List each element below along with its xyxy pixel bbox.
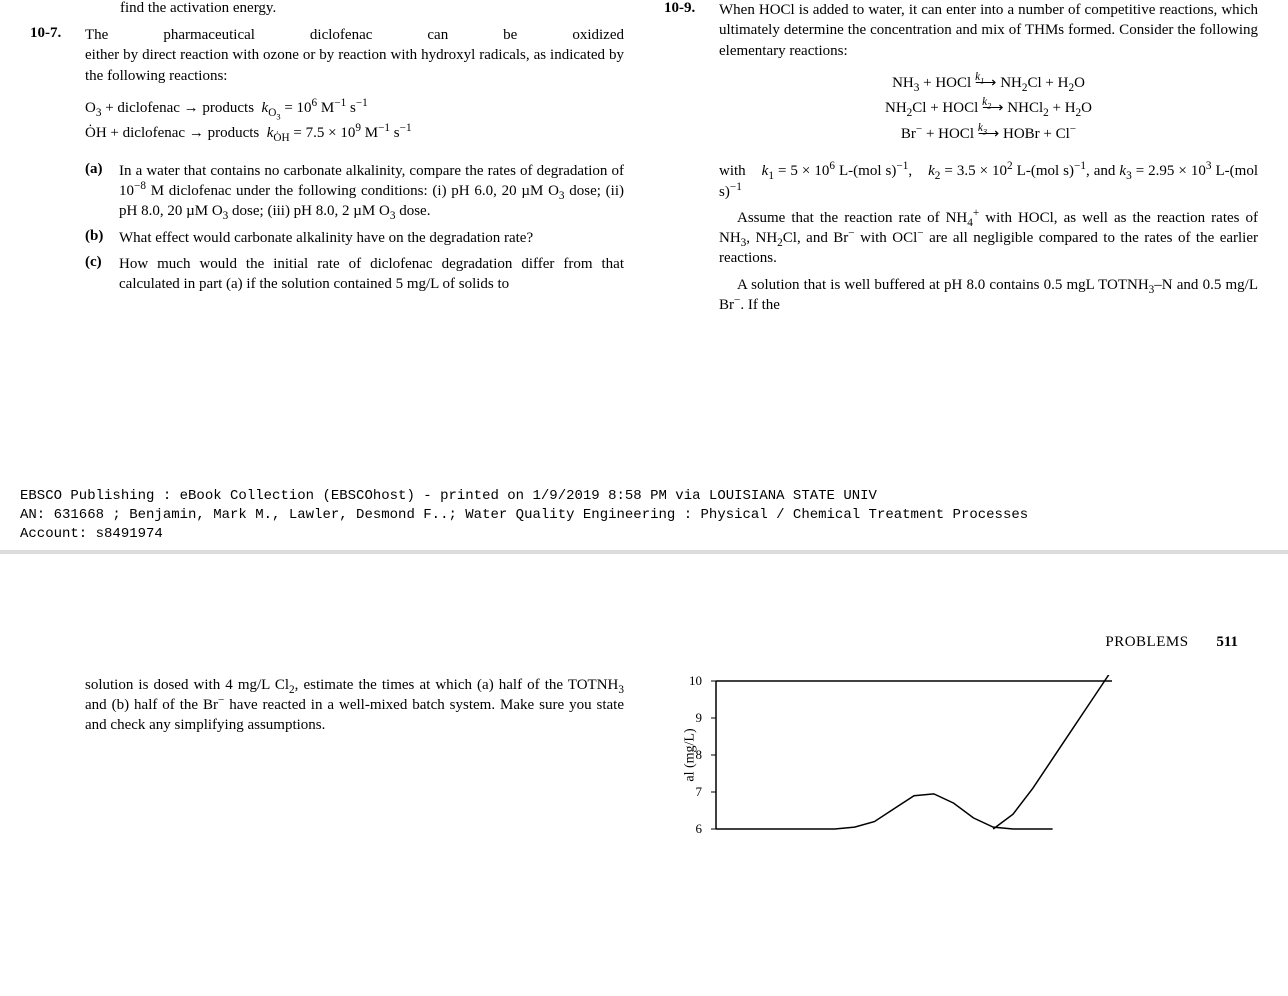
part-text: How much would the initial rate of diclo…	[119, 254, 624, 295]
page-bottom: PROBLEMS 511 solution is dosed with 4 mg…	[0, 554, 1288, 835]
running-head-label: PROBLEMS	[1105, 634, 1188, 650]
part-a: (a) In a water that contains no carbonat…	[85, 161, 624, 222]
problem-number: 10-7.	[30, 25, 85, 300]
reaction-1: O3 + diclofenac → products kO3 = 106 M−1…	[85, 96, 624, 122]
assumptions-para: Assume that the reaction rate of NH4+ wi…	[719, 208, 1258, 269]
footer-line-1: EBSCO Publishing : eBook Collection (EBS…	[20, 487, 1268, 506]
running-head: PROBLEMS 511	[30, 634, 1258, 651]
problem-10-9: 10-9. When HOCl is added to water, it ca…	[664, 0, 1258, 321]
y-tick-label: 7	[696, 784, 703, 800]
continuation-para: solution is dosed with 4 mg/L Cl2, estim…	[85, 675, 624, 736]
problem-intro: When HOCl is added to water, it can ente…	[719, 0, 1258, 61]
y-tick-label: 9	[696, 710, 703, 726]
y-tick-label: 10	[689, 673, 702, 689]
problem-10-7: 10-7. The pharmaceutical diclofenac can …	[30, 25, 624, 300]
reaction-block: O3 + diclofenac → products kO3 = 106 M−1…	[85, 96, 624, 147]
reaction-k2: NH2Cl + HOCl k2⟶ NHCl2 + H2O	[719, 96, 1258, 122]
reaction-k3: Br− + HOCl k3⟶ HOBr + Cl−	[719, 122, 1258, 148]
y-tick-label: 6	[696, 821, 703, 837]
part-label: (c)	[85, 254, 119, 295]
footer-line-3: Account: s8491974	[20, 525, 1268, 544]
problem-body: The pharmaceutical diclofenac can be oxi…	[85, 25, 624, 300]
footer-line-2: AN: 631668 ; Benjamin, Mark M., Lawler, …	[20, 506, 1268, 525]
part-text: What effect would carbonate alkalinity h…	[119, 228, 624, 248]
ebsco-footer: EBSCO Publishing : eBook Collection (EBS…	[0, 483, 1288, 554]
two-column-layout: find the activation energy. 10-7. The ph…	[30, 0, 1258, 333]
problem-number: 10-9.	[664, 0, 719, 321]
fragment-prev-problem: find the activation energy.	[120, 0, 624, 17]
y-tick-label: 8	[696, 747, 703, 763]
reaction-2: ȮH + diclofenac → products kȮH = 7.5 × 1…	[85, 121, 624, 147]
part-b: (b) What effect would carbonate alkalini…	[85, 228, 624, 248]
left-column-bottom: solution is dosed with 4 mg/L Cl2, estim…	[30, 675, 624, 835]
part-label: (b)	[85, 228, 119, 248]
running-head-page: 511	[1216, 634, 1238, 650]
two-column-layout-bottom: solution is dosed with 4 mg/L Cl2, estim…	[30, 675, 1258, 835]
solution-setup-para: A solution that is well buffered at pH 8…	[719, 275, 1258, 316]
page-top: find the activation energy. 10-7. The ph…	[0, 0, 1288, 353]
part-text: In a water that contains no carbonate al…	[119, 161, 624, 222]
part-label: (a)	[85, 161, 119, 222]
right-column: 10-9. When HOCl is added to water, it ca…	[664, 0, 1258, 333]
reaction-block: NH3 + HOCl k1⟶ NH2Cl + H2O NH2Cl + HOCl …	[719, 71, 1258, 148]
problem-intro: The pharmaceutical diclofenac can be oxi…	[85, 25, 624, 86]
part-c: (c) How much would the initial rate of d…	[85, 254, 624, 295]
problem-body: When HOCl is added to water, it can ente…	[719, 0, 1258, 321]
rate-constants-line: with k1 = 5 × 106 L-(mol s)−1, k2 = 3.5 …	[719, 161, 1258, 202]
chart-svg	[704, 675, 1124, 835]
chart-area: al (mg/L) 109876	[664, 675, 1258, 835]
left-column: find the activation energy. 10-7. The ph…	[30, 0, 624, 333]
